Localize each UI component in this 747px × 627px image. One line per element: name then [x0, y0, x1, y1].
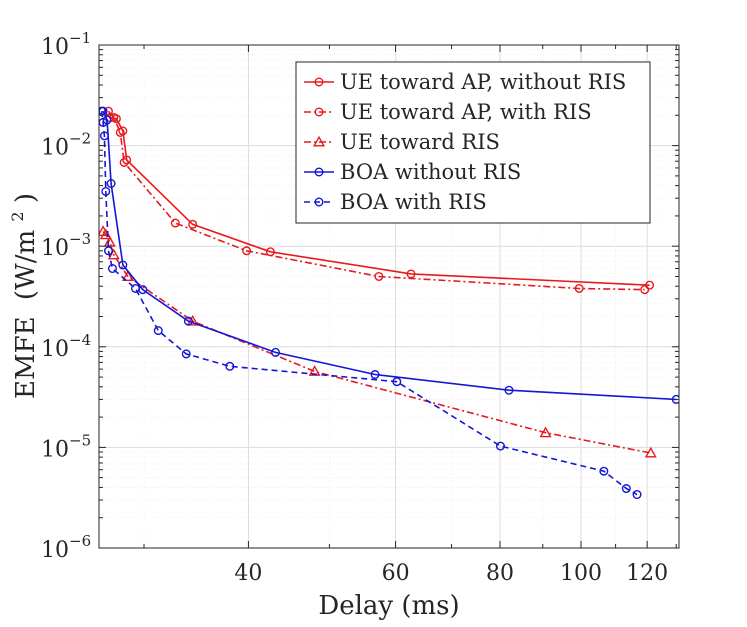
data-point	[644, 446, 657, 458]
y-tick-label: 10−1	[41, 29, 91, 60]
legend-item: BOA without RIS	[304, 160, 521, 184]
data-point	[103, 246, 113, 256]
legend-marker	[313, 135, 325, 147]
data-point	[265, 247, 275, 257]
data-point	[107, 248, 120, 260]
x-axis-label: Delay (ms)	[318, 591, 459, 621]
legend-label: UE toward AP, without RIS	[340, 70, 626, 94]
legend-box	[295, 61, 651, 224]
series-line	[102, 110, 677, 401]
data-point	[374, 271, 384, 281]
data-point	[599, 466, 609, 476]
data-point	[153, 326, 163, 336]
data-point	[188, 219, 198, 229]
series-1	[105, 113, 655, 290]
legend-label: UE toward RIS	[340, 130, 500, 154]
data-point	[640, 285, 650, 295]
legend-marker	[314, 77, 324, 87]
data-point	[99, 131, 109, 141]
legend-label: BOA with RIS	[340, 190, 487, 214]
legend-marker	[314, 197, 324, 207]
data-point	[308, 365, 321, 376]
data-point	[118, 260, 128, 270]
x-tick-label: 120	[626, 561, 668, 586]
series-4	[99, 106, 679, 404]
data-point	[621, 484, 631, 494]
y-axis-label-unit-sup: 2	[8, 211, 27, 221]
data-point	[370, 370, 380, 380]
y-axis-label: EMFE (W/m 2 )	[0, 193, 41, 399]
data-point	[181, 349, 191, 359]
y-tick-label: 10−4	[41, 331, 91, 362]
data-point	[632, 490, 642, 500]
y-tick-label: 10−3	[41, 230, 91, 261]
plot-frame	[98, 44, 680, 549]
series-layer	[99, 106, 679, 500]
legend-item: BOA with RIS	[304, 190, 487, 214]
data-point	[504, 385, 514, 395]
x-tick-label: 100	[560, 561, 602, 586]
data-point	[671, 394, 679, 404]
data-point	[645, 280, 655, 290]
legend-item: UE toward AP, with RIS	[304, 100, 592, 124]
data-point	[183, 316, 193, 326]
series-line	[102, 230, 651, 454]
legend-label: BOA without RIS	[340, 160, 521, 184]
series-line	[109, 116, 650, 286]
data-point	[115, 127, 125, 137]
data-point	[119, 157, 129, 167]
data-point	[225, 361, 235, 371]
data-point	[539, 426, 552, 438]
data-point	[130, 283, 140, 293]
data-point	[170, 218, 180, 228]
x-tick-label: 60	[382, 561, 410, 586]
y-tick-labels: 10−1 10−2 10−3 10−4 10−5 10−6	[41, 29, 91, 563]
y-axis-label-main: EMFE	[11, 316, 41, 399]
data-point	[121, 270, 134, 282]
y-tick-label: 10−2	[41, 130, 91, 161]
y-tick-label: 10−6	[41, 532, 91, 563]
legend-label: UE toward AP, with RIS	[340, 100, 592, 124]
y-axis-label-unit-close: )	[11, 193, 41, 203]
legend: UE toward AP, without RIS UE toward AP, w…	[295, 61, 651, 224]
data-point	[495, 441, 505, 451]
data-point	[186, 314, 199, 326]
data-point	[574, 283, 584, 293]
y-tick-label: 10−5	[41, 431, 91, 462]
series-line	[100, 111, 638, 496]
ticks	[99, 44, 679, 549]
data-point	[392, 377, 402, 387]
y-axis-label-unit: (W/m	[11, 230, 41, 300]
series-2	[103, 106, 650, 295]
data-point	[242, 246, 252, 256]
data-point	[101, 186, 111, 196]
legend-marker	[314, 107, 324, 117]
data-point	[271, 347, 281, 357]
series-3	[99, 225, 657, 458]
series-5	[99, 106, 642, 500]
data-point	[107, 264, 117, 274]
legend-marker	[314, 167, 324, 177]
legend-item: UE toward AP, without RIS	[304, 70, 626, 94]
data-point	[122, 155, 132, 165]
data-point	[106, 179, 116, 189]
data-point	[103, 106, 113, 116]
x-tick-labels: 40 60 80 100 120	[234, 561, 668, 586]
x-tick-label: 40	[234, 561, 262, 586]
x-tick-label: 80	[486, 561, 514, 586]
legend-item: UE toward RIS	[304, 130, 500, 154]
